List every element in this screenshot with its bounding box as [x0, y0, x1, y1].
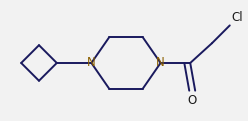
- Text: N: N: [156, 57, 165, 69]
- Text: Cl: Cl: [232, 11, 244, 24]
- Text: N: N: [87, 57, 96, 69]
- Text: O: O: [187, 94, 197, 107]
